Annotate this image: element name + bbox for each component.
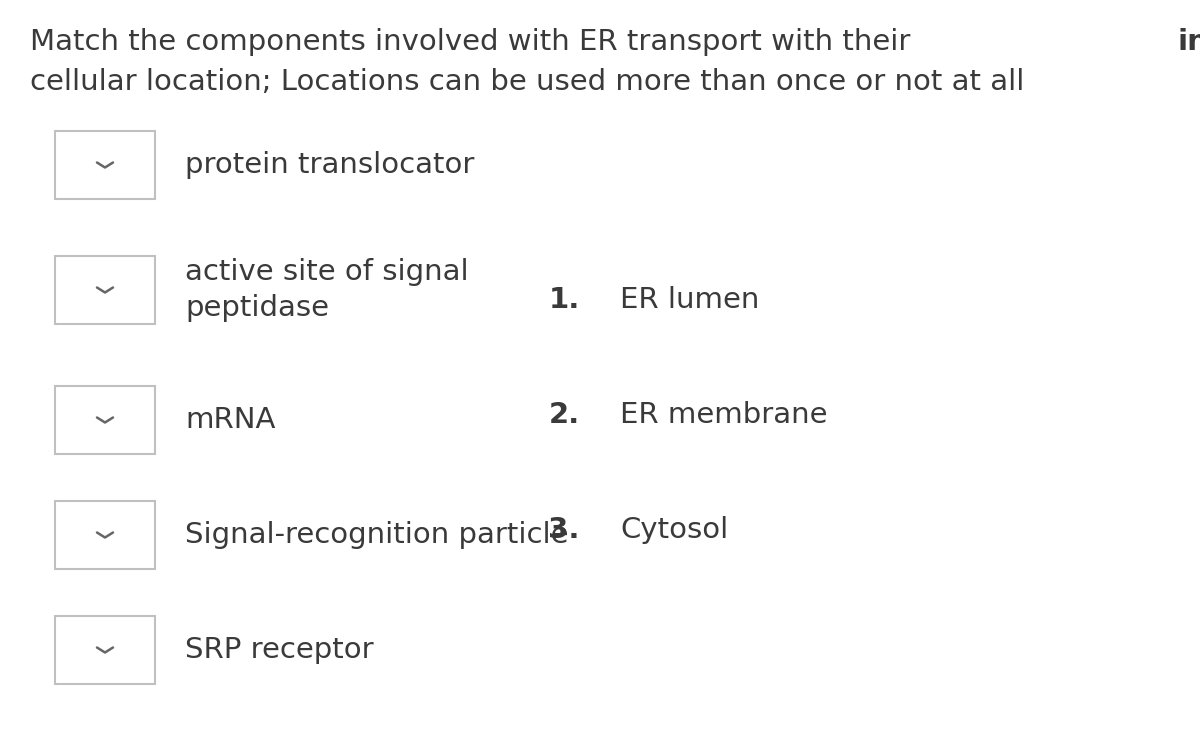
Text: ER membrane: ER membrane: [620, 401, 828, 429]
FancyBboxPatch shape: [55, 131, 155, 199]
FancyBboxPatch shape: [55, 501, 155, 569]
Text: 1.: 1.: [548, 286, 580, 314]
FancyBboxPatch shape: [55, 616, 155, 684]
Text: active site of signal
peptidase: active site of signal peptidase: [185, 258, 469, 322]
Text: Cytosol: Cytosol: [620, 516, 728, 544]
Text: ER lumen: ER lumen: [620, 286, 760, 314]
Text: cellular location; Locations can be used more than once or not at all: cellular location; Locations can be used…: [30, 68, 1025, 96]
Text: protein translocator: protein translocator: [185, 151, 474, 179]
FancyBboxPatch shape: [55, 256, 155, 324]
FancyBboxPatch shape: [55, 386, 155, 454]
Text: 3.: 3.: [548, 516, 580, 544]
Text: initial: initial: [1178, 28, 1200, 56]
Text: Match the components involved with ER transport with their: Match the components involved with ER tr…: [30, 28, 919, 56]
Text: mRNA: mRNA: [185, 406, 275, 434]
Text: SRP receptor: SRP receptor: [185, 636, 373, 664]
Text: 2.: 2.: [548, 401, 580, 429]
Text: Signal-recognition particle: Signal-recognition particle: [185, 521, 569, 549]
